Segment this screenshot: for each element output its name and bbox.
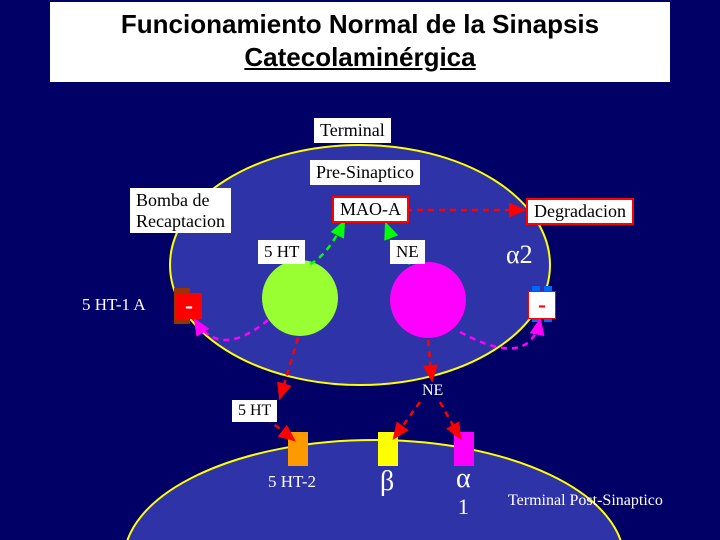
vesicle-ne-label: NE — [390, 240, 425, 264]
receptor-5ht2-label: 5 HT-2 — [268, 472, 316, 492]
alpha1-symbol: α — [456, 463, 471, 494]
receptor-alpha1-label: α 1 — [456, 466, 471, 519]
receptor-5ht1a-label: 5 HT-1 A — [82, 295, 146, 315]
terminal-label: Terminal — [314, 118, 391, 143]
presinaptico-label: Pre-Sinaptico — [310, 160, 420, 185]
degradacion-text: Degradacion — [534, 201, 626, 221]
cleft-5ht-label: 5 HT — [232, 400, 277, 422]
vesicle-5ht-label: 5 HT — [258, 240, 305, 264]
slide: Funcionamiento Normal de la Sinapsis Cat… — [0, 0, 720, 540]
minus-right: - — [528, 291, 556, 319]
post-terminal-label: Terminal Post-Sinaptico — [508, 492, 663, 510]
receptor-beta-label: β — [380, 466, 394, 498]
minus-left: - — [176, 293, 202, 319]
degradacion-box: Degradacion — [526, 198, 634, 225]
alpha2-label: α2 — [506, 240, 533, 270]
diagram-canvas — [0, 0, 720, 540]
mao-a-box: MAO-A — [332, 196, 409, 223]
bomba-label: Bomba de Recaptacion — [130, 188, 231, 233]
alpha1-sub: 1 — [458, 494, 469, 519]
bomba-line2: Recaptacion — [136, 211, 225, 231]
cleft-ne-label: NE — [422, 382, 443, 400]
bomba-line1: Bomba de — [136, 190, 210, 210]
mao-a-text: MAO-A — [340, 199, 401, 219]
